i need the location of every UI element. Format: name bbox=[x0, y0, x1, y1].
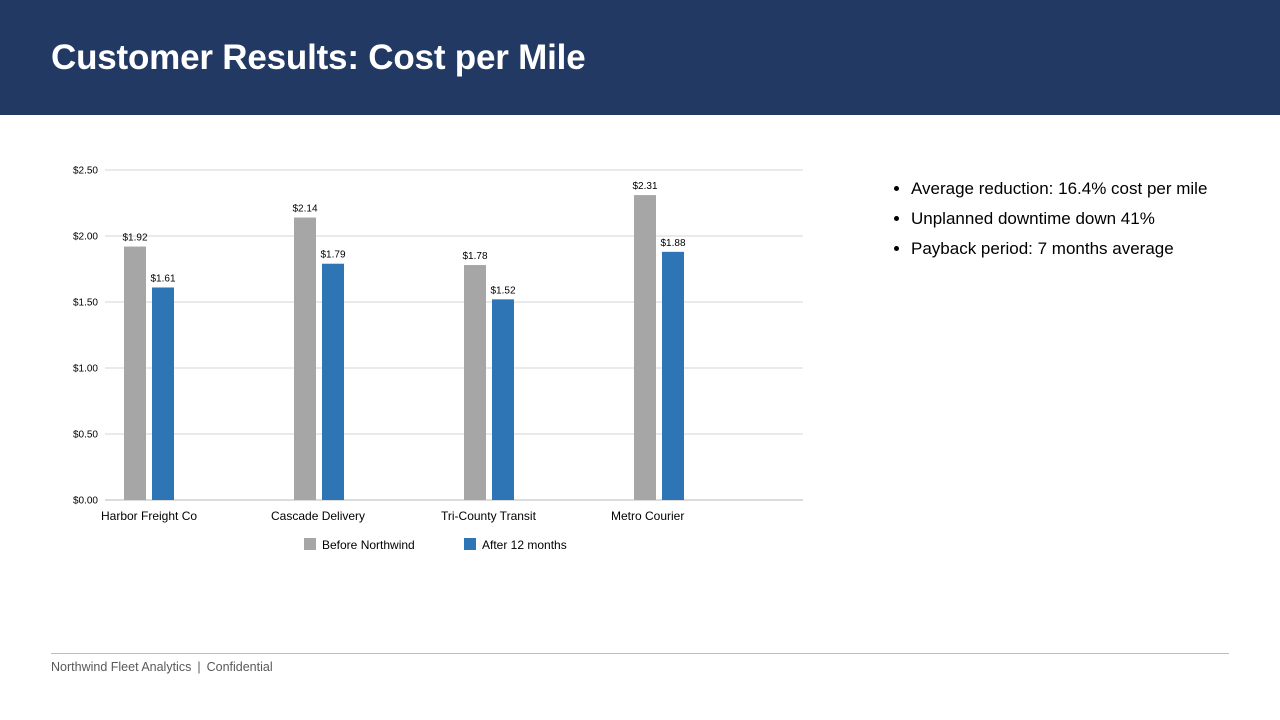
footer-company: Northwind Fleet Analytics bbox=[51, 660, 192, 674]
x-category-label: Metro Courier bbox=[611, 509, 684, 523]
legend-swatch bbox=[464, 538, 476, 550]
bar bbox=[152, 287, 174, 500]
bar bbox=[322, 263, 344, 500]
data-label: $1.78 bbox=[462, 251, 487, 262]
legend-label: Before Northwind bbox=[322, 538, 415, 552]
y-tick-label: $0.00 bbox=[73, 496, 98, 507]
bar bbox=[662, 251, 684, 500]
bar bbox=[492, 299, 514, 500]
legend-label: After 12 months bbox=[482, 538, 567, 552]
x-category-label: Harbor Freight Co bbox=[101, 509, 197, 523]
bar bbox=[294, 217, 316, 500]
data-label: $1.88 bbox=[660, 238, 685, 249]
bar bbox=[634, 195, 656, 500]
bar bbox=[464, 265, 486, 500]
footer: Northwind Fleet Analytics | Confidential bbox=[51, 660, 273, 674]
x-category-label: Cascade Delivery bbox=[271, 509, 365, 523]
y-tick-label: $1.50 bbox=[73, 298, 98, 309]
slide-title: Customer Results: Cost per Mile bbox=[51, 38, 586, 77]
bullet-payback: Payback period: 7 months average bbox=[911, 235, 1280, 265]
data-label: $1.92 bbox=[122, 233, 147, 244]
x-category-label: Tri-County Transit bbox=[441, 509, 537, 523]
key-results-list: Average reduction: 16.4% cost per mile U… bbox=[873, 175, 1280, 265]
data-label: $1.79 bbox=[320, 250, 345, 261]
bar bbox=[124, 246, 146, 500]
bullet-average-reduction: Average reduction: 16.4% cost per mile bbox=[911, 175, 1280, 205]
data-label: $2.14 bbox=[292, 204, 317, 215]
legend-swatch bbox=[304, 538, 316, 550]
data-label: $1.61 bbox=[150, 273, 175, 284]
data-label: $1.52 bbox=[490, 285, 515, 296]
y-tick-label: $2.00 bbox=[73, 232, 98, 243]
y-tick-label: $2.50 bbox=[73, 166, 98, 177]
cost-per-mile-chart: $0.00 $0.50 $1.00 $1.50 $2.00 $2.50 $1.92 $1.61… bbox=[73, 166, 803, 552]
data-label: $2.31 bbox=[632, 181, 657, 192]
footer-label: Confidential bbox=[206, 660, 273, 674]
y-tick-label: $0.50 bbox=[73, 430, 98, 441]
footer-divider bbox=[51, 653, 1229, 654]
slide-header: Customer Results: Cost per Mile bbox=[0, 0, 1280, 115]
bullet-downtime: Unplanned downtime down 41% bbox=[911, 205, 1280, 235]
footer-separator: | bbox=[197, 660, 201, 674]
y-tick-label: $1.00 bbox=[73, 364, 98, 375]
